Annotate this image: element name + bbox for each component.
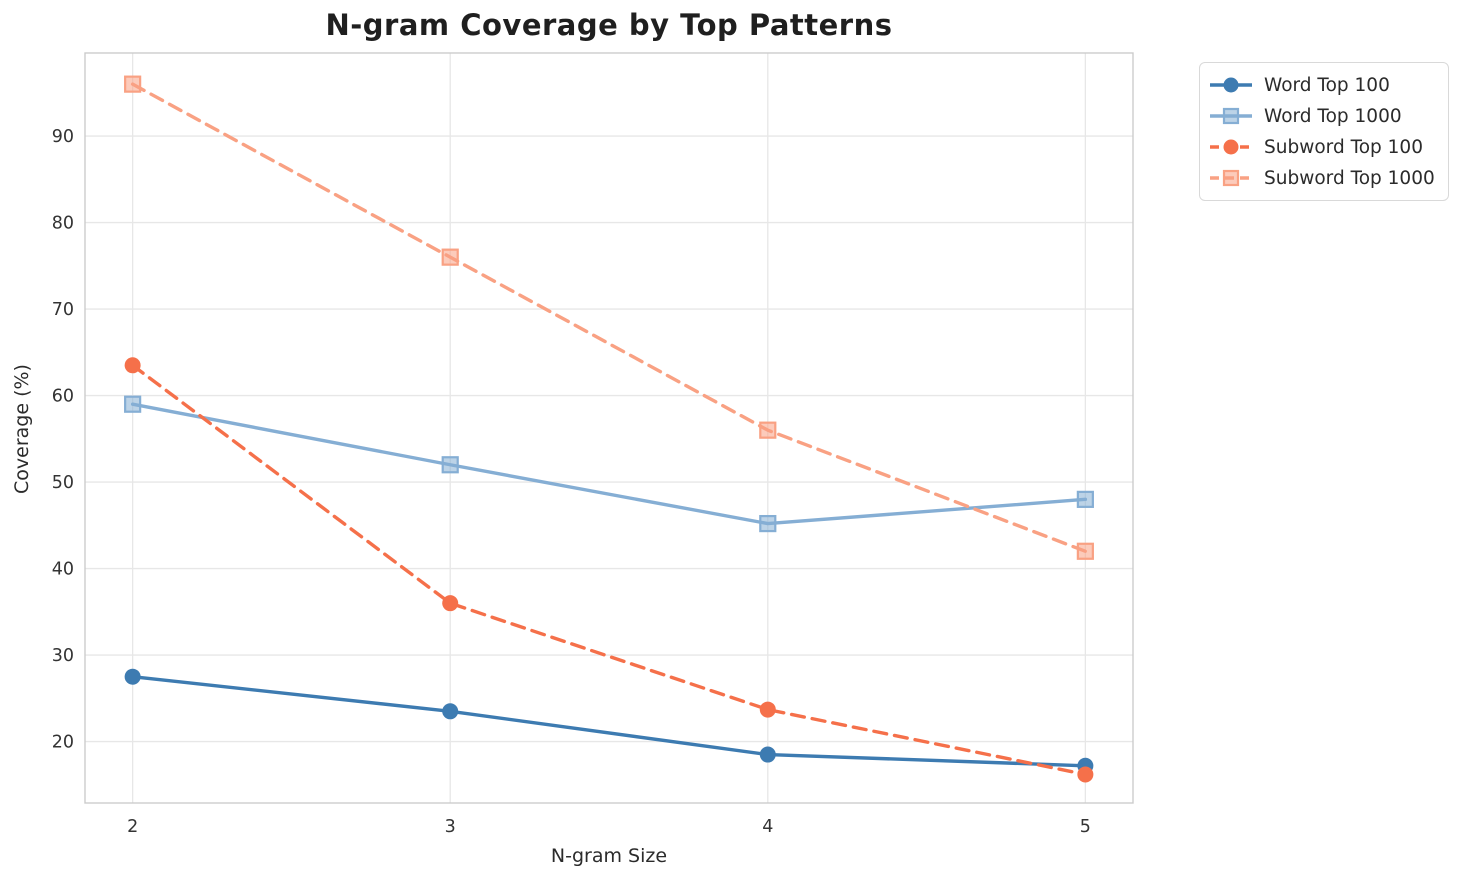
series-line-subword-top-1000	[130, 82, 1088, 553]
marker-word-top-1000	[1076, 490, 1094, 508]
legend-label: Word Top 100	[1264, 74, 1390, 96]
marker-word-top-1000	[124, 395, 142, 413]
legend-label: Word Top 1000	[1264, 105, 1402, 127]
marker-word-top-100	[759, 746, 776, 763]
legend-label: Subword Top 1000	[1264, 167, 1435, 189]
x-tick-label: 2	[127, 817, 138, 837]
marker-word-top-100	[442, 703, 459, 720]
marker-subword-top-1000	[124, 75, 142, 93]
y-tick-label: 80	[52, 214, 74, 234]
y-tick-label: 50	[52, 473, 74, 493]
legend: Word Top 100 Word Top 1000 Subword Top 100…	[1199, 62, 1449, 201]
y-tick-label: 30	[52, 646, 74, 666]
legend-label: Subword Top 100	[1264, 136, 1423, 158]
marker-word-top-1000	[759, 514, 777, 533]
legend-swatch-square-icon	[1210, 107, 1252, 125]
y-tick-label: 60	[52, 387, 74, 407]
series-line-word-top-1000	[130, 402, 1088, 526]
legend-item-word-top-1000: Word Top 1000	[1208, 104, 1436, 128]
marker-subword-top-100	[1077, 766, 1094, 783]
legend-item-subword-top-100: Subword Top 100	[1208, 135, 1436, 159]
plot-frame	[84, 52, 1134, 804]
marker-subword-top-1000	[1076, 542, 1094, 560]
x-tick-label: 4	[762, 817, 773, 837]
y-axis-label: Coverage (%)	[11, 364, 33, 494]
marker-subword-top-1000	[759, 421, 777, 439]
series-line-subword-top-100	[130, 363, 1088, 777]
marker-word-top-100	[124, 668, 141, 685]
marker-subword-top-100	[442, 595, 459, 612]
y-tick-label: 90	[52, 127, 74, 147]
legend-item-word-top-100: Word Top 100	[1208, 73, 1436, 97]
y-tick-label: 20	[52, 733, 74, 753]
x-tick-label: 3	[445, 817, 456, 837]
plot-area	[85, 53, 1133, 803]
legend-item-subword-top-1000: Subword Top 1000	[1208, 166, 1436, 190]
x-tick-label: 5	[1080, 817, 1091, 837]
marker-subword-top-100	[759, 701, 776, 718]
marker-word-top-1000	[441, 456, 459, 474]
marker-subword-top-100	[124, 357, 141, 374]
y-tick-label: 70	[52, 300, 74, 320]
y-tick-label: 40	[52, 560, 74, 580]
legend-swatch-circle-icon	[1210, 77, 1252, 93]
marker-subword-top-1000	[441, 248, 459, 266]
series-line-word-top-100	[130, 675, 1088, 768]
legend-swatch-circle-icon	[1210, 139, 1252, 155]
legend-swatch-square-icon	[1210, 169, 1252, 187]
x-axis-label: N-gram Size	[550, 845, 668, 867]
chart-title: N-gram Coverage by Top Patterns	[325, 8, 893, 42]
